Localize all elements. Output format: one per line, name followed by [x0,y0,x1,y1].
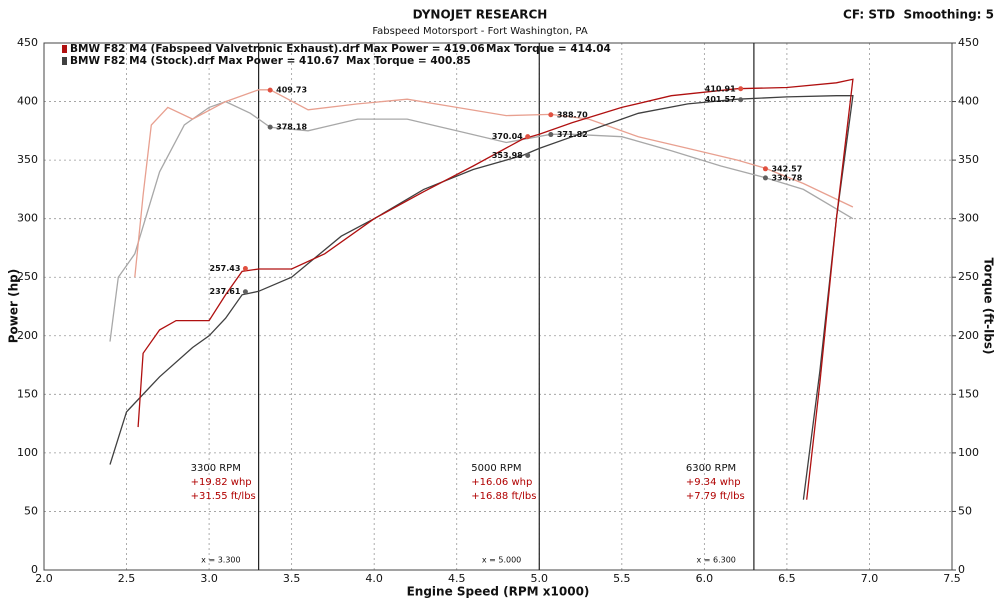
y-tick-label: 0 [31,563,38,576]
cursor-gain-torque: +7.79 ft/lbs [686,491,745,502]
y2-tick-label: 150 [958,387,979,400]
x-tick-label: 7.5 [943,572,961,585]
y2-tick-label: 250 [958,270,979,283]
point-label: 370.04 [492,132,523,141]
series-line [134,89,854,278]
point-marker [525,152,531,158]
chart-subtitle: Fabspeed Motorsport - Fort Washington, P… [372,26,588,37]
y-tick-label: 350 [17,153,38,166]
y-tick-label: 100 [17,446,38,459]
point-label: 257.43 [210,264,241,273]
y-tick-label: 200 [17,329,38,342]
point-label: 388.70 [557,110,588,119]
x-axis-label: Engine Speed (RPM x1000) [407,585,590,599]
y2-tick-label: 350 [958,153,979,166]
cursor-rpm: 5000 RPM [471,463,521,474]
x-tick-label: 2.5 [118,572,136,585]
point-marker [762,175,768,181]
cursor-gain-power: +16.06 whp [471,477,532,488]
y2-tick-label: 400 [958,95,979,108]
y-axis-label: Power (hp) [7,269,21,343]
x-tick-label: 5.0 [531,572,549,585]
point-marker [762,166,768,172]
y2-tick-label: 50 [958,504,972,517]
y-tick-label: 250 [17,270,38,283]
x-tick-label: 4.0 [365,572,383,585]
series-line [109,95,854,500]
point-marker [548,112,554,118]
cursor-x-label: x = 6.300 [696,556,735,565]
cursor-gain-torque: +31.55 ft/lbs [191,491,256,502]
y-tick-label: 400 [17,95,38,108]
y-tick-label: 450 [17,36,38,49]
series-line [137,78,854,500]
legend-swatch [62,45,67,53]
cursor-gain-torque: +16.88 ft/lbs [471,491,536,502]
x-tick-label: 6.5 [778,572,796,585]
point-label: 334.78 [771,173,802,182]
cursor-gain-power: +9.34 whp [686,477,741,488]
x-tick-label: 5.5 [613,572,631,585]
y2-tick-label: 0 [958,563,965,576]
point-marker [267,87,273,93]
cursor-x-label: x = 3.300 [201,556,240,565]
y2-tick-label: 100 [958,446,979,459]
point-label: 409.73 [276,86,307,95]
y-tick-label: 300 [17,212,38,225]
legend-label: BMW F82 M4 (Stock).drf Max Power = 410.6… [70,55,340,67]
y2-axis-label: Torque (ft-lbs) [982,258,996,355]
legend-swatch [62,57,67,65]
cursor-gain-power: +19.82 whp [191,477,252,488]
legend-extra: Max Torque = 414.04 [486,43,611,55]
x-tick-label: 7.0 [861,572,879,585]
x-tick-label: 3.0 [200,572,218,585]
point-marker [242,289,248,295]
plot-frame [43,42,953,571]
point-label: 401.57 [705,95,736,104]
point-label: 371.82 [557,130,588,139]
y-tick-label: 150 [17,387,38,400]
cursor-rpm: 3300 RPM [191,463,241,474]
point-marker [548,132,554,138]
x-tick-label: 2.0 [35,572,53,585]
settings-text: CF: STD Smoothing: 5 [843,8,994,22]
point-label: 378.18 [276,123,307,132]
point-marker [267,124,273,130]
y2-tick-label: 450 [958,36,979,49]
point-marker [242,266,248,272]
point-label: 353.98 [492,151,523,160]
y2-tick-label: 300 [958,212,979,225]
x-tick-label: 6.0 [696,572,714,585]
point-label: 237.61 [210,287,241,296]
point-label: 410.91 [705,84,736,93]
series-line [109,100,854,342]
point-marker [738,97,744,103]
point-marker [525,134,531,140]
legend-label: BMW F82 M4 (Fabspeed Valvetronic Exhaust… [70,43,485,55]
x-tick-label: 3.5 [283,572,301,585]
legend-extra: Max Torque = 400.85 [346,55,471,67]
x-tick-label: 4.5 [448,572,466,585]
point-label: 342.57 [771,164,802,173]
chart-title: DYNOJET RESEARCH [413,8,548,22]
y-tick-label: 50 [24,504,38,517]
cursor-x-label: x = 5.000 [482,556,521,565]
cursor-rpm: 6300 RPM [686,463,736,474]
point-marker [738,86,744,92]
y2-tick-label: 200 [958,329,979,342]
